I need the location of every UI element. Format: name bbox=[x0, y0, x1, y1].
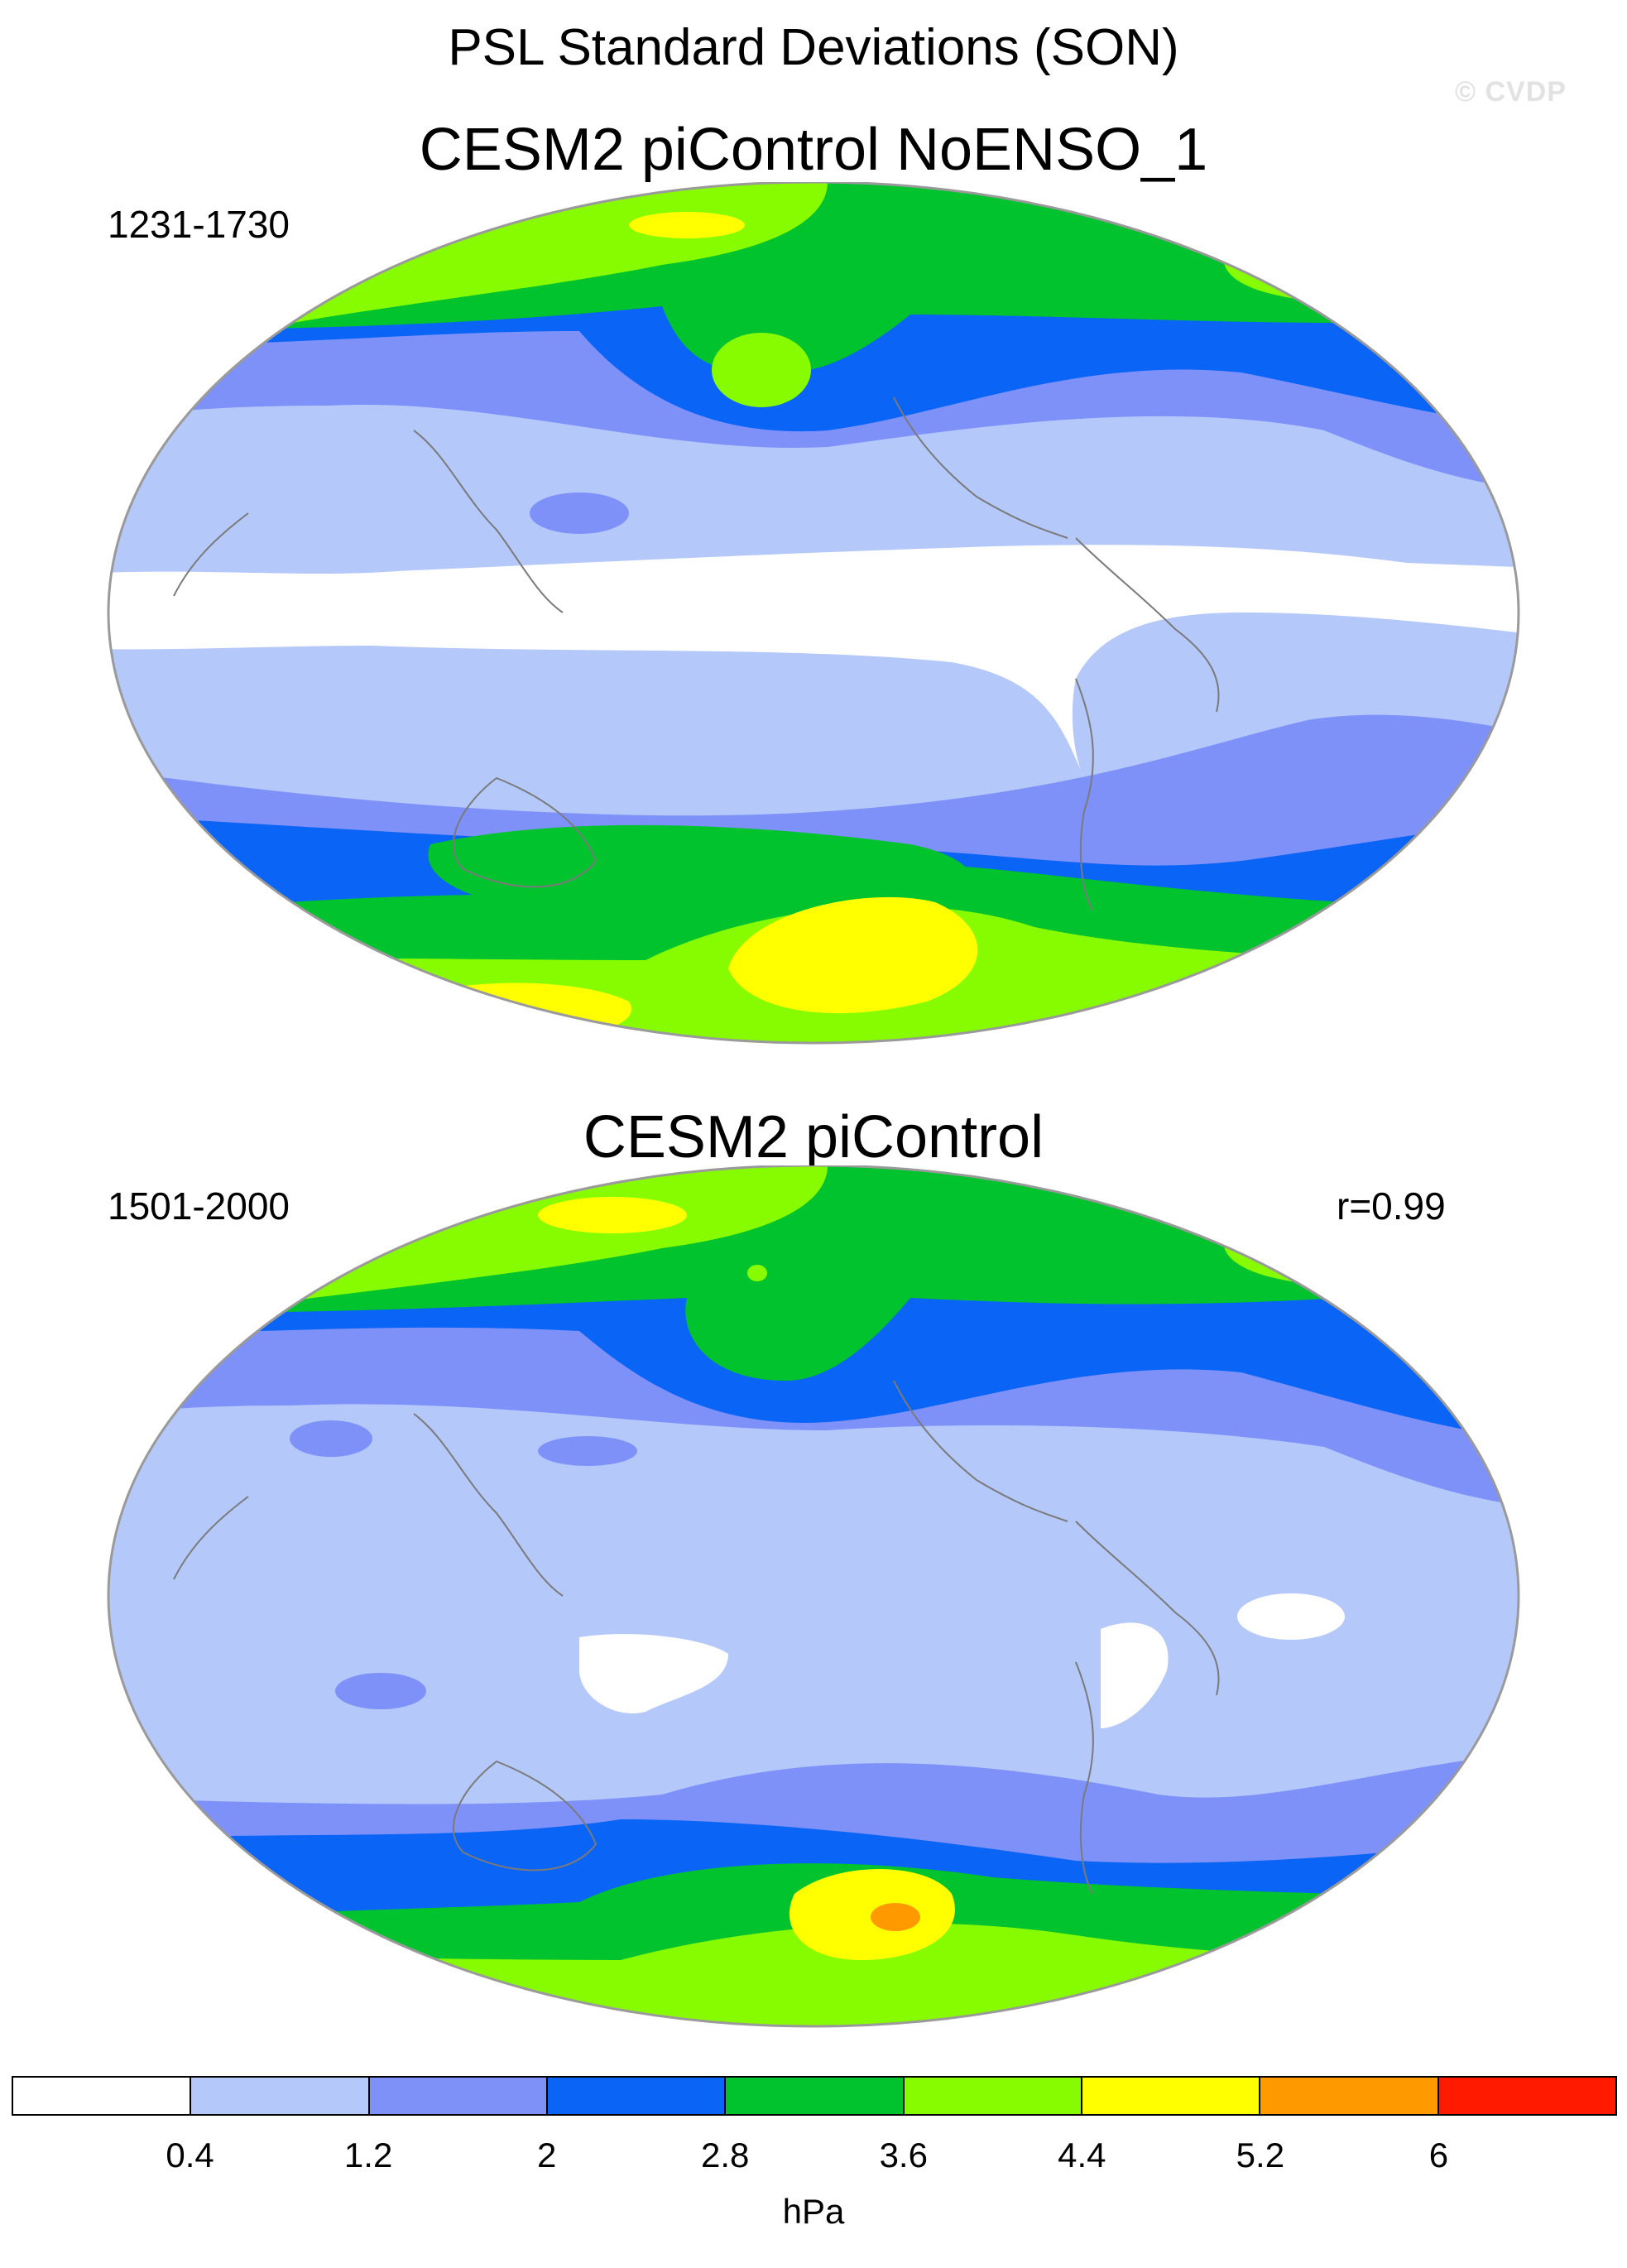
contour-band bbox=[538, 1436, 637, 1466]
panel-1-map bbox=[107, 182, 1520, 1045]
colorbar-swatch-1 bbox=[191, 2078, 370, 2114]
contour-band bbox=[1101, 1622, 1169, 1728]
contour-band bbox=[335, 1673, 426, 1709]
colorbar-swatch-3 bbox=[547, 2078, 727, 2114]
panel-1-title: CESM2 piControl NoENSO_1 bbox=[419, 117, 1208, 183]
colorbar-swatch-0 bbox=[13, 2078, 192, 2114]
colorbar-tick-label: 6 bbox=[1428, 2136, 1449, 2174]
panel-2-map bbox=[107, 1165, 1520, 2028]
panel-2-correlation: r=0.99 bbox=[1337, 1184, 1446, 1228]
contour-band bbox=[538, 1197, 687, 1233]
contour-band bbox=[1237, 1593, 1345, 1640]
colorbar-swatch-7 bbox=[1260, 2078, 1439, 2114]
contour-band bbox=[712, 333, 811, 407]
map-border bbox=[107, 182, 1520, 1045]
coastlines bbox=[173, 396, 1220, 911]
contour-band bbox=[290, 1420, 372, 1457]
colorbar-swatch-2 bbox=[369, 2078, 548, 2114]
colorbar-swatch-6 bbox=[1082, 2078, 1261, 2114]
colorbar-tick-label: 0.4 bbox=[166, 2136, 214, 2174]
contour-band bbox=[629, 212, 745, 238]
contour-band bbox=[747, 1265, 767, 1281]
contour-band bbox=[728, 896, 978, 1014]
contour-band bbox=[396, 983, 632, 1043]
panel-1-period: 1231-1730 bbox=[108, 203, 290, 246]
colorbar-tick-label: 5.2 bbox=[1236, 2136, 1285, 2174]
map-border bbox=[107, 1165, 1520, 2028]
contour-band bbox=[428, 824, 972, 915]
colorbar-tick-label: 2 bbox=[536, 2136, 557, 2174]
contour-band bbox=[108, 545, 1519, 778]
colorbar bbox=[12, 2076, 1617, 2116]
colorbar-units: hPa bbox=[782, 2192, 845, 2231]
contour-band bbox=[871, 1903, 920, 1931]
cvdp-watermark: © CVDP bbox=[1455, 76, 1567, 108]
panel-2-title: CESM2 piControl bbox=[583, 1104, 1044, 1170]
colorbar-swatch-5 bbox=[904, 2078, 1082, 2114]
panel-2-period: 1501-2000 bbox=[108, 1184, 290, 1228]
coastlines bbox=[173, 1380, 1220, 1895]
colorbar-swatch-8 bbox=[1438, 2078, 1615, 2114]
figure-title: PSL Standard Deviations (SON) bbox=[448, 19, 1179, 76]
colorbar-tick-label: 4.4 bbox=[1058, 2136, 1106, 2174]
colorbar-tick-label: 1.2 bbox=[343, 2136, 393, 2174]
colorbar-swatch-4 bbox=[726, 2078, 905, 2114]
contour-band bbox=[579, 1634, 728, 1713]
colorbar-tick-label: 3.6 bbox=[879, 2136, 928, 2174]
colorbar-tick-label: 2.8 bbox=[701, 2136, 750, 2174]
contour-band bbox=[530, 493, 629, 534]
